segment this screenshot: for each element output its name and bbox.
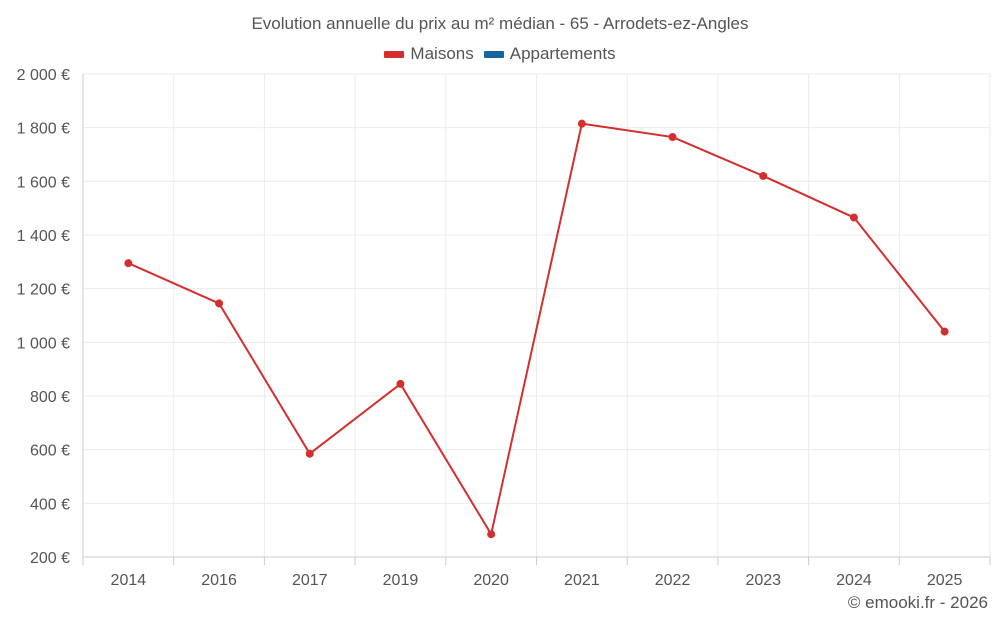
y-tick-label: 2 000 € <box>17 67 70 84</box>
data-point-maisons <box>668 133 677 142</box>
x-tick-label: 2021 <box>564 572 600 589</box>
legend-item-appartements[interactable]: Appartements <box>483 44 616 64</box>
legend-swatch-maisons <box>384 50 405 58</box>
x-axis-ticks: 2014 2016 2017 2019 2020 2021 2022 2023 2024 2025 <box>111 572 963 589</box>
series <box>124 119 949 539</box>
grid <box>83 73 991 557</box>
x-tick-label: 2016 <box>201 572 237 589</box>
x-tick-label: 2025 <box>927 572 963 589</box>
y-tick-label: 1 200 € <box>17 282 70 299</box>
y-tick-label: 1 000 € <box>17 335 70 352</box>
y-tick-label: 1 400 € <box>17 228 70 245</box>
data-point-maisons <box>849 213 858 222</box>
data-point-maisons <box>305 449 314 458</box>
legend-label-maisons: Maisons <box>410 44 474 63</box>
legend-swatch-appartements <box>483 50 504 58</box>
data-point-maisons <box>124 259 133 268</box>
legend-item-maisons[interactable]: Maisons <box>384 44 474 64</box>
y-tick-label: 800 € <box>30 389 70 406</box>
series-line-maisons <box>127 122 946 536</box>
data-point-maisons <box>940 327 949 336</box>
data-point-maisons <box>577 119 586 128</box>
x-tick-label: 2024 <box>836 572 872 589</box>
y-axis-ticks: 200 € 400 € 600 € 800 € 1 000 € 1 200 € 1 400 … <box>17 67 70 567</box>
x-tick-label: 2020 <box>473 572 509 589</box>
x-tick-label: 2019 <box>383 572 419 589</box>
x-tick-label: 2022 <box>655 572 691 589</box>
axes <box>82 74 991 565</box>
y-tick-label: 1 600 € <box>17 174 70 191</box>
data-point-maisons <box>215 299 224 308</box>
y-tick-label: 400 € <box>30 496 70 513</box>
y-tick-label: 1 800 € <box>17 121 70 138</box>
credit-text: © emooki.fr - 2026 <box>847 593 988 612</box>
x-tick-label: 2014 <box>111 572 147 589</box>
legend: Maisons Appartements <box>0 44 1000 64</box>
data-point-maisons <box>396 379 405 388</box>
x-tick-label: 2023 <box>745 572 781 589</box>
y-tick-label: 600 € <box>30 443 70 460</box>
data-point-maisons <box>759 171 768 180</box>
chart-title: Evolution annuelle du prix au m² médian … <box>251 14 749 33</box>
x-tick-label: 2017 <box>292 572 328 589</box>
legend-label-appartements: Appartements <box>509 44 616 63</box>
y-tick-label: 200 € <box>30 550 70 567</box>
data-point-maisons <box>487 530 496 539</box>
